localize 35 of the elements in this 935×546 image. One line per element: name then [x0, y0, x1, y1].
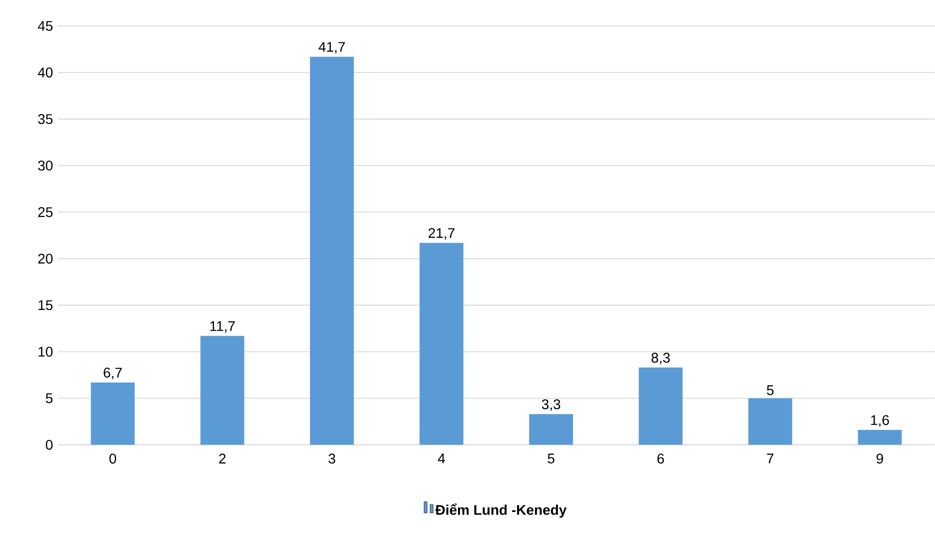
bar — [420, 242, 464, 445]
data-label: 8,3 — [652, 352, 670, 364]
x-tick-label: 7 — [767, 454, 774, 464]
y-tick-label: 0 — [46, 440, 53, 450]
x-tick-label: 5 — [548, 454, 554, 464]
data-label: 3,3 — [542, 399, 560, 412]
y-tick-label: 45 — [38, 21, 53, 31]
y-tick-label: 5 — [46, 394, 53, 404]
x-tick-label: 6 — [657, 454, 664, 464]
y-tick-label: 10 — [38, 346, 53, 357]
y-tick-label: 40 — [38, 68, 53, 78]
bar — [90, 382, 135, 445]
y-tick-label: 15 — [38, 300, 53, 310]
data-label: 41,7 — [318, 42, 345, 54]
bar — [529, 414, 573, 445]
x-tick-label: 4 — [438, 454, 445, 464]
data-label: 5 — [766, 385, 774, 396]
x-tick-label: 2 — [219, 454, 226, 464]
data-label: 1,6 — [871, 415, 889, 427]
x-tick-label: 9 — [876, 454, 884, 464]
y-tick-label: 25 — [38, 207, 53, 218]
data-label: 21,7 — [428, 228, 454, 240]
bar — [310, 56, 354, 445]
bar — [748, 398, 792, 445]
data-label: 6,7 — [104, 368, 122, 380]
legend-label: Điểm Lund -Kenedy — [435, 504, 567, 518]
x-tick-label: 3 — [328, 454, 336, 464]
y-tick-label: 35 — [38, 114, 53, 124]
data-label: 11,7 — [210, 321, 235, 333]
bar — [200, 336, 244, 445]
bar — [858, 430, 902, 445]
y-tick-label: 30 — [38, 160, 53, 171]
y-tick-label: 20 — [38, 254, 53, 264]
bar — [638, 368, 683, 445]
x-tick-label: 0 — [109, 454, 116, 464]
